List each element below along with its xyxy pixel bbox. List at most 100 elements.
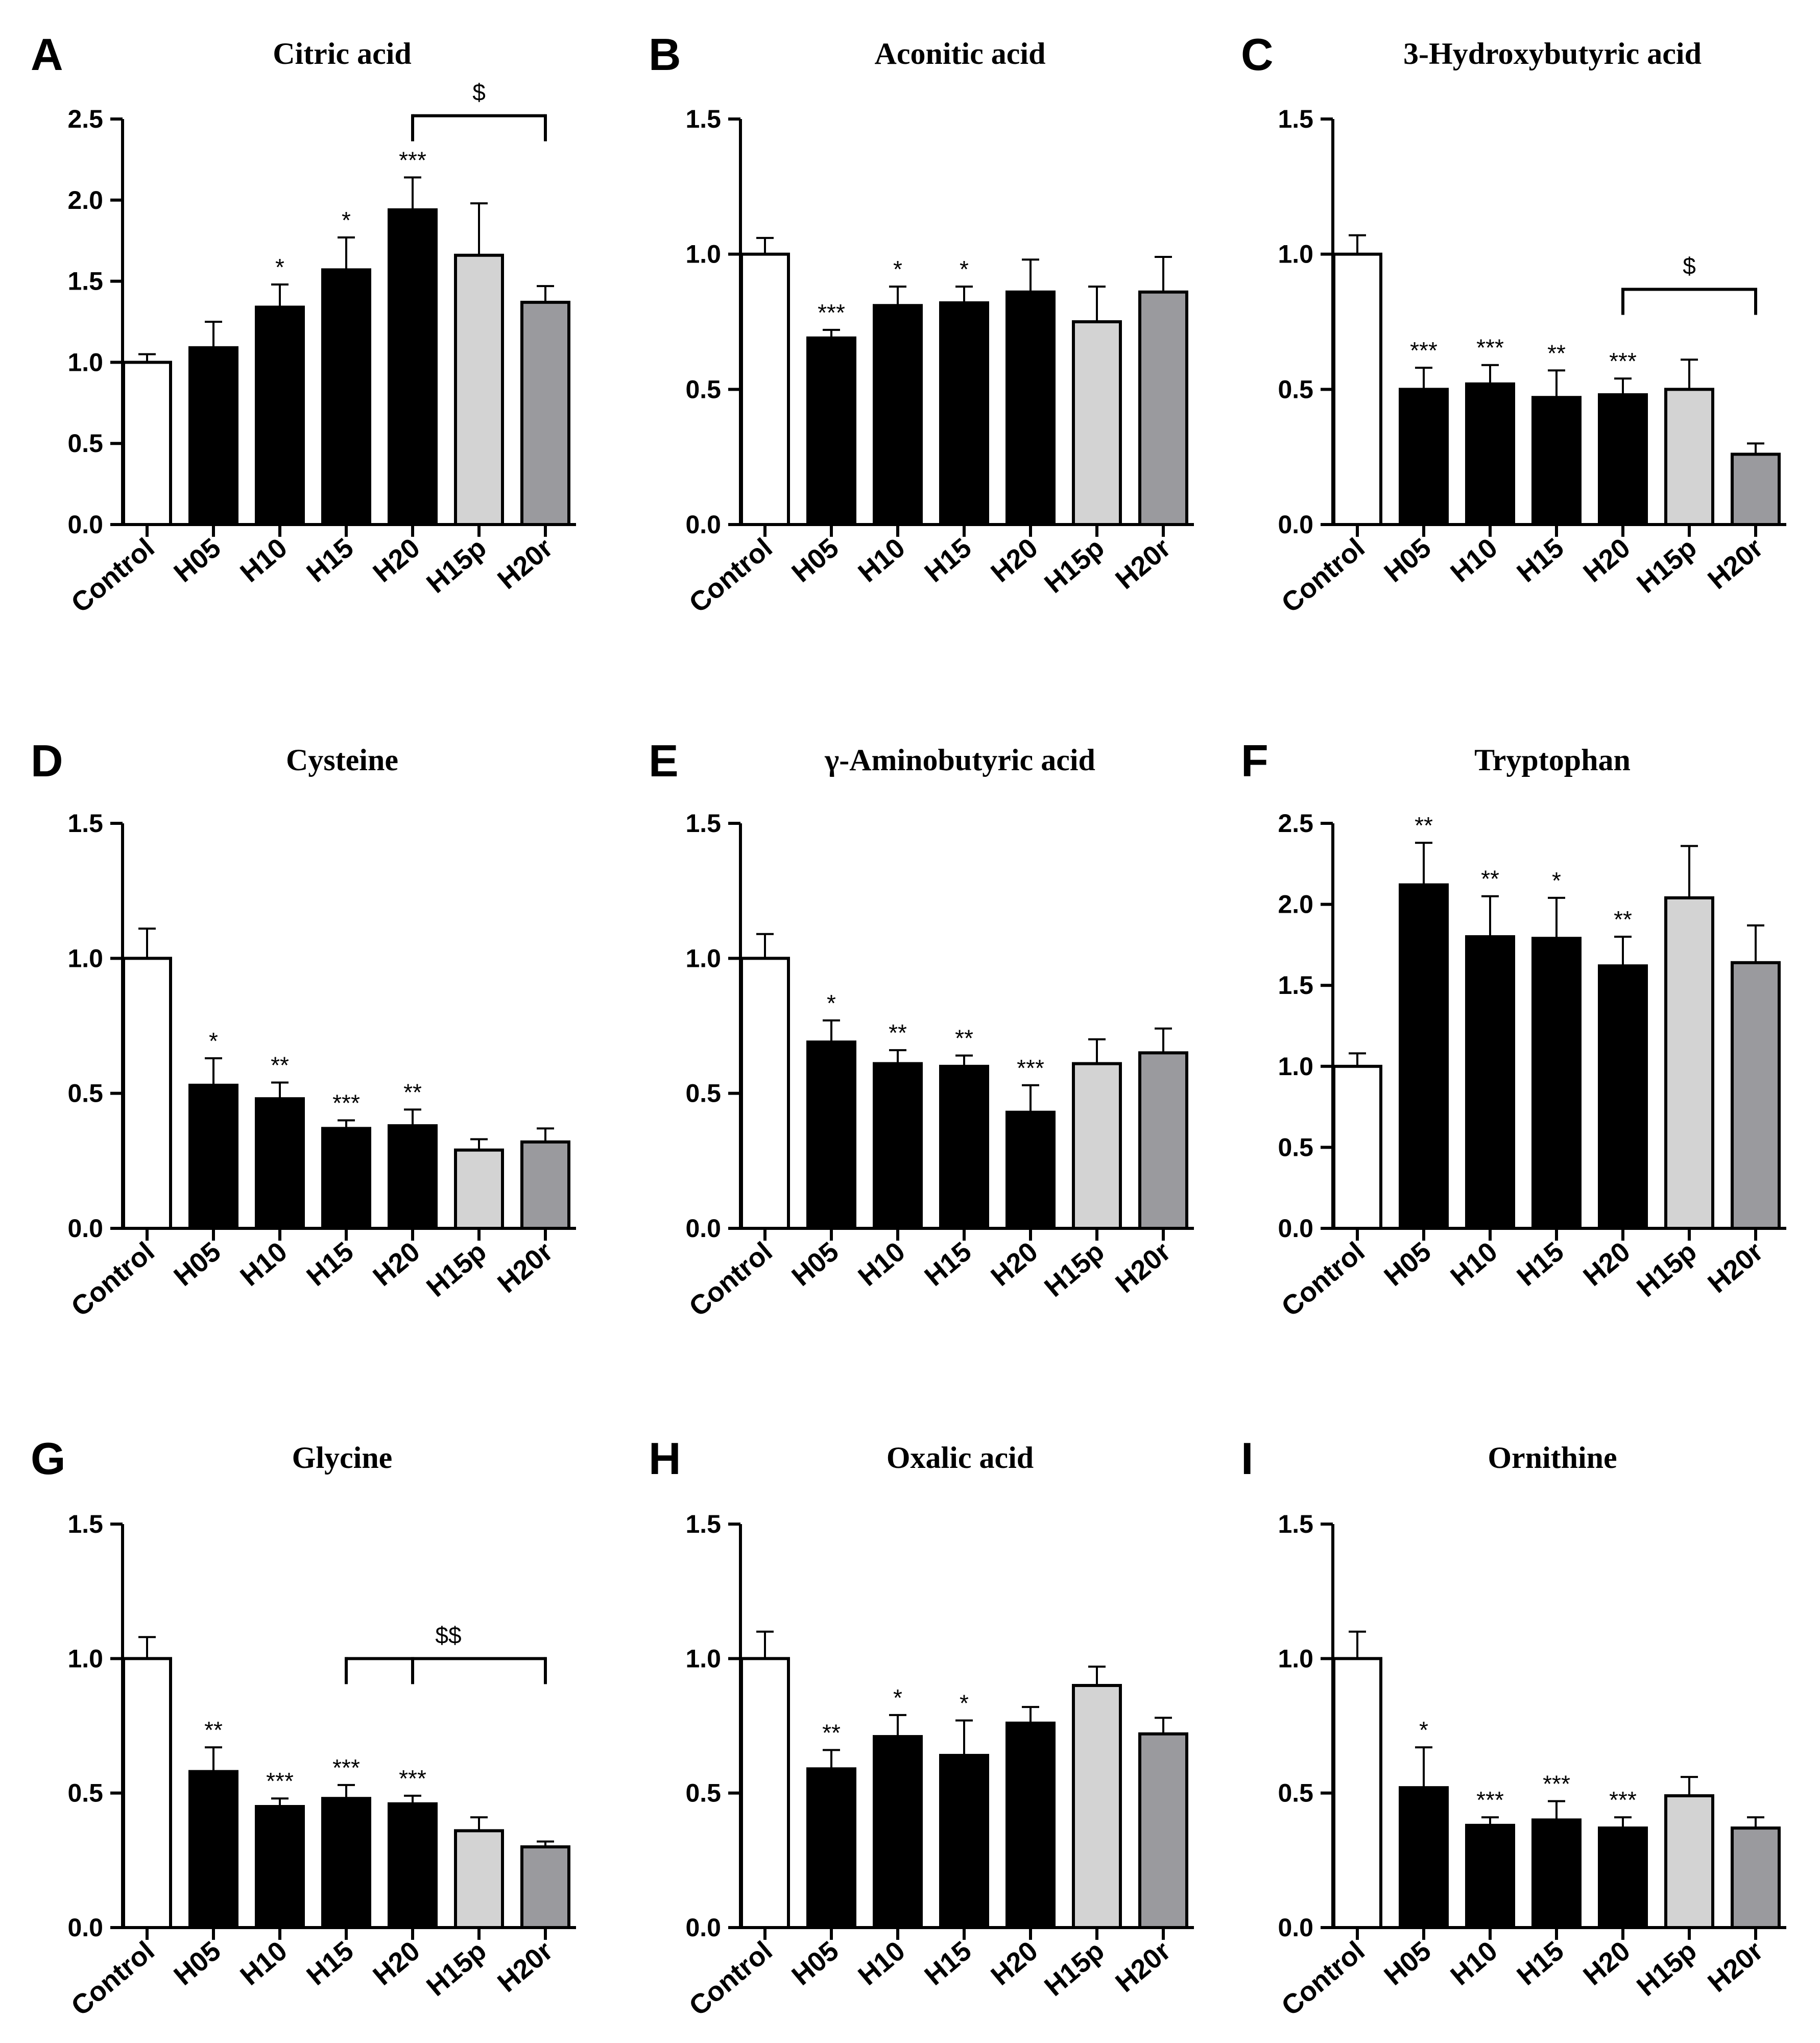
panel-i-bar-h15 xyxy=(1531,1818,1582,1929)
panel-g-category-label: H15 xyxy=(301,1935,359,1991)
panel-f-category-label: H05 xyxy=(1378,1236,1436,1292)
panel-e-category-label: H05 xyxy=(786,1236,844,1292)
panel-c-bracket-label: $ xyxy=(1683,252,1696,279)
panel-e-title: γ-Aminobutyric acid xyxy=(824,743,1095,777)
panel-f-y-tick-label: 1.5 xyxy=(1278,971,1313,1000)
panel-a-bar-h20 xyxy=(388,208,438,526)
panel-e-significance-label: ** xyxy=(955,1025,973,1052)
panel-a-category-label: H20 xyxy=(367,532,425,588)
panel-g-category-label: H15p xyxy=(421,1935,492,2002)
panel-i-significance-label: * xyxy=(1419,1717,1428,1743)
panel-d-title: Cysteine xyxy=(286,743,398,777)
panel-f-bar-h20 xyxy=(1598,964,1648,1230)
panel-i-bar-h05 xyxy=(1399,1786,1449,1929)
panel-g-category-label: H05 xyxy=(168,1935,226,1991)
panel-b-category-label: H20 xyxy=(985,532,1043,588)
panel-c-title: 3-Hydroxybutyric acid xyxy=(1403,37,1702,70)
panel-g-bar-h05 xyxy=(188,1770,238,1930)
panel-d-bar-h05 xyxy=(188,1083,238,1230)
panel-b-category-label: H10 xyxy=(852,532,911,588)
panel-b-category-label: H15 xyxy=(919,532,977,588)
panel-f-bar-h15 xyxy=(1531,937,1582,1230)
panel-e-letter: E xyxy=(649,735,679,786)
panel-i-letter: I xyxy=(1241,1433,1253,1484)
panel-a-bar-h20r xyxy=(520,300,570,526)
panel-i-y-tick-label: 0.5 xyxy=(1278,1779,1313,1808)
panel-f-bar-h15p xyxy=(1664,896,1714,1230)
panel-a-significance-label: * xyxy=(275,254,284,280)
panel-g-category-label: H20r xyxy=(492,1935,559,1998)
panel-f-title: Tryptophan xyxy=(1474,743,1631,777)
panel-b-bar-h10 xyxy=(873,304,923,526)
panel-d-category-label: H10 xyxy=(234,1236,293,1292)
panel-e-bar-h05 xyxy=(806,1040,856,1230)
panel-c-significance-label: *** xyxy=(1410,337,1438,364)
panel-a-bracket-label: $ xyxy=(472,79,486,106)
panel-e-bar-h20r xyxy=(1138,1051,1188,1230)
panel-a-y-tick-label: 1.5 xyxy=(67,267,103,296)
panel-f-category-label: H10 xyxy=(1445,1236,1503,1292)
panel-c-bar-h20r xyxy=(1731,453,1781,527)
panel-i-y-tick-label: 1.5 xyxy=(1278,1510,1313,1538)
panel-h-significance-label: * xyxy=(960,1690,969,1716)
panel-b-bar-h20 xyxy=(1005,290,1056,526)
panel-e-bar-h15p xyxy=(1072,1062,1122,1230)
panel-d-significance-label: * xyxy=(209,1028,218,1054)
panel-f-significance-label: ** xyxy=(1614,906,1632,933)
panel-c-category-label: H20r xyxy=(1702,532,1769,595)
panel-c-significance-label: *** xyxy=(1609,348,1637,374)
panel-f-bar-control xyxy=(1332,1064,1382,1230)
panel-f-letter: F xyxy=(1241,735,1268,786)
panel-d-bar-h20r xyxy=(520,1140,570,1230)
panel-f-y-tick-label: 2.0 xyxy=(1278,890,1313,919)
panel-g-significance-label: ** xyxy=(204,1717,223,1743)
panel-b-category-label: Control xyxy=(683,532,778,619)
panel-f-category-label: H20r xyxy=(1702,1236,1769,1299)
panel-b-y-tick-label: 1.0 xyxy=(685,240,721,269)
panel-e-bar-h20 xyxy=(1005,1110,1056,1230)
panel-a-y-tick-label: 2.0 xyxy=(67,186,103,215)
panel-f-category-label: H20 xyxy=(1577,1236,1636,1292)
panel-i-significance-label: *** xyxy=(1609,1787,1637,1813)
panel-a-bar-h05 xyxy=(188,346,238,526)
panel-f-bar-h20r xyxy=(1731,961,1781,1230)
panel-h-category-label: H20 xyxy=(985,1935,1043,1991)
panel-f-y-tick-label: 1.0 xyxy=(1278,1052,1313,1081)
panel-d-significance-label: ** xyxy=(403,1079,422,1105)
panel-d-significance-label: ** xyxy=(271,1052,289,1079)
panel-c-significance-label: *** xyxy=(1476,335,1504,361)
panel-d-y-tick-label: 0.5 xyxy=(67,1079,103,1108)
panel-a-bar-h10 xyxy=(255,305,305,527)
panel-e-y-tick-label: 0.5 xyxy=(685,1079,721,1108)
panel-a-bar-h15p xyxy=(454,253,504,526)
panel-g-y-tick-label: 1.5 xyxy=(67,1510,103,1538)
panel-g-category-label: H10 xyxy=(234,1935,293,1991)
panel-a-title: Citric acid xyxy=(273,37,412,70)
panel-c-letter: C xyxy=(1241,29,1274,80)
panel-a-y-tick-label: 0.5 xyxy=(67,429,103,458)
panel-a-category-label: H20r xyxy=(492,532,559,595)
panel-g-bar-h15p xyxy=(454,1829,504,1929)
panel-d-letter: D xyxy=(31,735,63,786)
panel-e-significance-label: *** xyxy=(1017,1055,1044,1081)
panel-a-significance-label: * xyxy=(342,207,351,233)
panel-c-category-label: H05 xyxy=(1378,532,1436,588)
panel-d-category-label: H20 xyxy=(367,1236,425,1292)
panel-b-bar-h15p xyxy=(1072,320,1122,526)
panel-d-significance-label: *** xyxy=(332,1090,360,1116)
panel-e-category-label: H15 xyxy=(919,1236,977,1292)
panel-b-title: Aconitic acid xyxy=(875,37,1046,70)
panel-f-y-tick-label: 0.5 xyxy=(1278,1133,1313,1161)
panel-f-significance-label: ** xyxy=(1415,812,1433,839)
panel-h-y-tick-label: 1.0 xyxy=(685,1644,721,1673)
panel-h-letter: H xyxy=(649,1433,681,1484)
panel-h-category-label: H05 xyxy=(786,1935,844,1991)
panel-a-category-label: H05 xyxy=(168,532,226,588)
panel-h-significance-label: * xyxy=(893,1684,902,1711)
panel-a-letter: A xyxy=(31,29,63,80)
panel-e-significance-label: * xyxy=(827,990,836,1016)
panel-c-y-tick-label: 0.0 xyxy=(1278,510,1313,539)
panel-b-bar-h15 xyxy=(939,301,989,526)
panel-i-y-tick-label: 1.0 xyxy=(1278,1644,1313,1673)
